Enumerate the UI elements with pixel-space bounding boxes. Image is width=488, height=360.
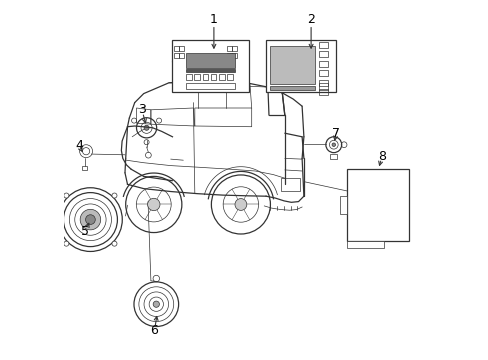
Bar [171,40,249,92]
Circle shape [376,202,383,209]
Bar [185,69,235,72]
Bar [319,89,327,95]
Bar [226,46,231,51]
Circle shape [112,241,117,246]
Circle shape [64,193,69,198]
Circle shape [172,56,183,67]
Bar [340,196,346,214]
Circle shape [331,143,335,147]
Bar [280,178,300,191]
Circle shape [112,193,117,198]
Circle shape [80,210,101,230]
Circle shape [64,241,69,246]
Bar [186,74,191,80]
Bar [174,46,179,51]
Bar [174,53,179,58]
Bar [179,53,183,58]
Text: 6: 6 [150,324,158,337]
Circle shape [237,56,248,67]
Bar [329,154,337,159]
Circle shape [357,223,362,228]
Bar [82,166,87,170]
Bar [185,83,235,89]
Text: 7: 7 [332,127,340,140]
Bar [194,74,200,80]
Circle shape [240,58,245,65]
Text: 5: 5 [81,225,89,238]
Bar [179,46,183,51]
Bar [319,84,327,90]
Text: 1: 1 [209,13,217,26]
Bar [210,74,216,80]
Circle shape [357,182,362,187]
Bar [185,53,235,68]
Circle shape [153,301,159,307]
Bar [319,42,327,48]
Circle shape [85,215,95,225]
Bar [319,51,327,58]
Bar [232,46,236,51]
Text: 2: 2 [306,13,314,26]
Circle shape [398,182,403,187]
Bar [226,53,231,58]
Bar [202,74,208,80]
Text: 4: 4 [75,139,82,152]
Circle shape [175,58,181,65]
Text: 8: 8 [377,150,385,163]
Circle shape [147,198,160,211]
Bar [269,46,315,84]
Circle shape [144,125,149,130]
Bar [346,242,383,248]
Bar [232,53,236,58]
Bar [265,40,336,92]
Bar [269,86,315,90]
Bar [346,169,408,242]
Bar [227,74,232,80]
Circle shape [235,199,246,210]
Bar [319,61,327,67]
Bar [319,80,327,86]
Circle shape [398,223,403,228]
Bar [319,70,327,76]
Bar [219,74,224,80]
Text: 3: 3 [138,103,145,116]
